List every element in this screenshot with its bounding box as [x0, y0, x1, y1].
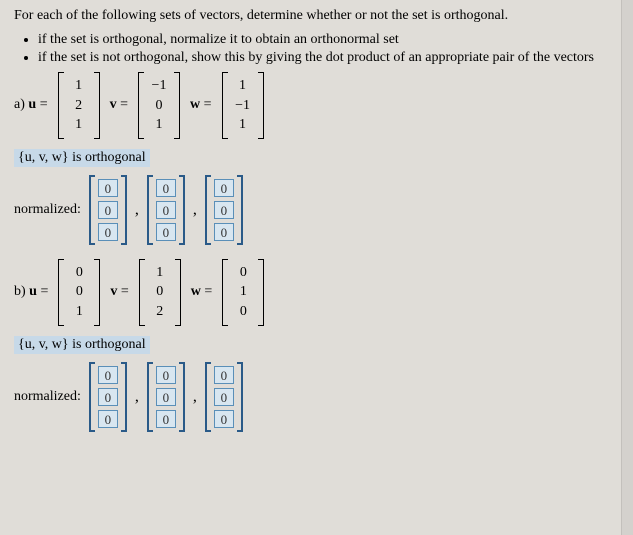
label-b-v: v =	[110, 284, 128, 300]
vector-a-u: 1 2 1	[58, 72, 100, 139]
input[interactable]: 0	[156, 388, 176, 406]
problem-a-row: a) u = 1 2 1 v = −1 0 1 w = 1 −1 1	[14, 72, 619, 139]
input[interactable]: 0	[156, 201, 176, 219]
input[interactable]: 0	[214, 223, 234, 241]
input[interactable]: 0	[214, 179, 234, 197]
orth-status-b[interactable]: {u, v, w} is orthogonal	[14, 336, 619, 354]
norm-a-2[interactable]: 0 0 0	[147, 175, 185, 245]
input[interactable]: 0	[98, 388, 118, 406]
vector-a-w: 1 −1 1	[222, 72, 264, 139]
norm-a-3[interactable]: 0 0 0	[205, 175, 243, 245]
intro-text: For each of the following sets of vector…	[14, 8, 619, 24]
comma: ,	[135, 388, 139, 406]
label-a-v: v =	[110, 97, 128, 113]
input[interactable]: 0	[214, 410, 234, 428]
input[interactable]: 0	[98, 179, 118, 197]
label-b-w: w =	[191, 284, 213, 300]
vector-b-v: 1 0 2	[139, 259, 181, 326]
normalized-label-a: normalized:	[14, 202, 81, 218]
norm-b-3[interactable]: 0 0 0	[205, 362, 243, 432]
problem-b-row: b) u = 0 0 1 v = 1 0 2 w = 0 1 0	[14, 259, 619, 326]
input[interactable]: 0	[156, 410, 176, 428]
label-a-w: w =	[190, 97, 212, 113]
input[interactable]: 0	[214, 366, 234, 384]
normalized-label-b: normalized:	[14, 389, 81, 405]
norm-a-1[interactable]: 0 0 0	[89, 175, 127, 245]
instruction-list: if the set is orthogonal, normalize it t…	[38, 32, 619, 66]
label-a: a) u =	[14, 97, 48, 113]
scrollbar[interactable]	[621, 0, 633, 535]
input[interactable]: 0	[214, 388, 234, 406]
input[interactable]: 0	[98, 410, 118, 428]
input[interactable]: 0	[156, 223, 176, 241]
normalized-b: normalized: 0 0 0 , 0 0 0 , 0 0 0	[14, 362, 619, 432]
label-b: b) u =	[14, 284, 48, 300]
vector-b-w: 0 1 0	[222, 259, 264, 326]
comma: ,	[135, 201, 139, 219]
input[interactable]: 0	[156, 179, 176, 197]
input[interactable]: 0	[214, 201, 234, 219]
input[interactable]: 0	[156, 366, 176, 384]
orth-status-a[interactable]: {u, v, w} is orthogonal	[14, 149, 619, 167]
normalized-a: normalized: 0 0 0 , 0 0 0 , 0 0 0	[14, 175, 619, 245]
input[interactable]: 0	[98, 223, 118, 241]
comma: ,	[193, 201, 197, 219]
vector-b-u: 0 0 1	[58, 259, 100, 326]
input[interactable]: 0	[98, 366, 118, 384]
norm-b-1[interactable]: 0 0 0	[89, 362, 127, 432]
input[interactable]: 0	[98, 201, 118, 219]
comma: ,	[193, 388, 197, 406]
bullet-1: if the set is orthogonal, normalize it t…	[38, 32, 619, 48]
norm-b-2[interactable]: 0 0 0	[147, 362, 185, 432]
vector-a-v: −1 0 1	[138, 72, 180, 139]
bullet-2: if the set is not orthogonal, show this …	[38, 50, 619, 66]
